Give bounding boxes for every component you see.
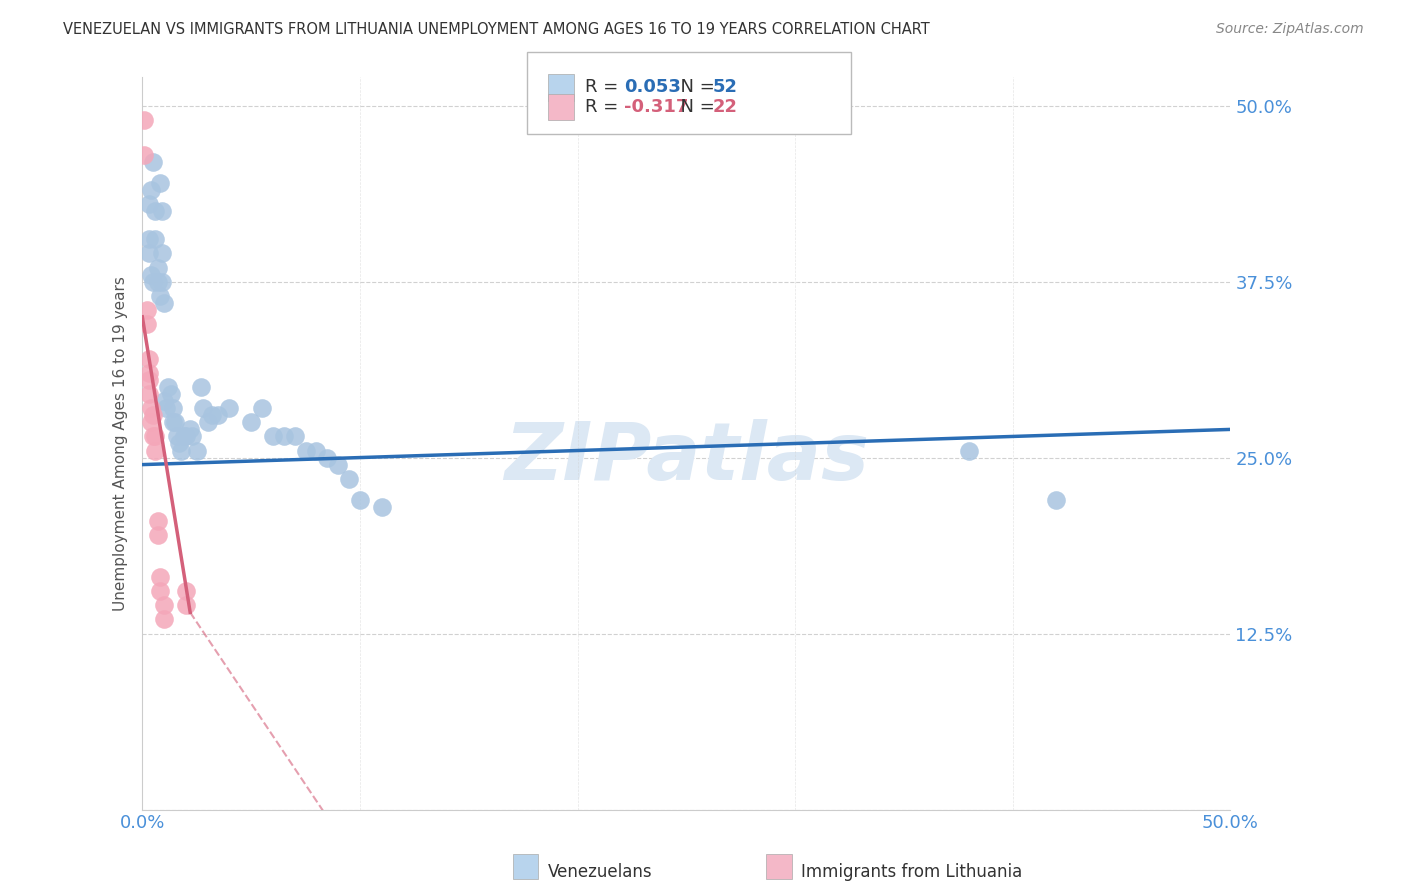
Point xyxy=(138,366,160,380)
Point xyxy=(145,429,167,443)
Point xyxy=(328,458,350,472)
Point xyxy=(349,492,371,507)
Point xyxy=(146,275,169,289)
Point xyxy=(316,450,339,465)
Point xyxy=(142,409,165,423)
Point xyxy=(153,394,176,409)
Point xyxy=(174,599,197,613)
Point xyxy=(142,275,165,289)
Point xyxy=(273,429,295,443)
Point xyxy=(150,204,173,219)
Point xyxy=(139,183,162,197)
Point xyxy=(142,429,165,443)
Point xyxy=(174,429,197,443)
Point xyxy=(153,295,176,310)
Point xyxy=(190,380,212,394)
Point xyxy=(145,204,167,219)
Point xyxy=(262,429,284,443)
Point xyxy=(134,112,156,127)
Point xyxy=(193,401,215,416)
Point xyxy=(138,246,160,260)
Point xyxy=(163,416,186,430)
Point xyxy=(186,443,208,458)
Point xyxy=(139,268,162,282)
Point xyxy=(145,443,167,458)
Point xyxy=(138,232,160,246)
Point xyxy=(305,443,328,458)
Point xyxy=(150,246,173,260)
Point xyxy=(166,429,188,443)
Point xyxy=(162,416,184,430)
Text: Venezuelans: Venezuelans xyxy=(548,863,652,881)
Point xyxy=(169,436,191,450)
Point xyxy=(173,429,195,443)
Point xyxy=(153,612,176,626)
Text: VENEZUELAN VS IMMIGRANTS FROM LITHUANIA UNEMPLOYMENT AMONG AGES 16 TO 19 YEARS C: VENEZUELAN VS IMMIGRANTS FROM LITHUANIA … xyxy=(63,22,929,37)
Point xyxy=(153,599,176,613)
Point xyxy=(138,351,160,366)
Point xyxy=(146,260,169,275)
Point xyxy=(370,500,392,514)
Point xyxy=(146,514,169,528)
Text: Source: ZipAtlas.com: Source: ZipAtlas.com xyxy=(1216,22,1364,37)
Point xyxy=(155,401,177,416)
Point xyxy=(149,570,172,584)
Text: 0.053: 0.053 xyxy=(624,78,681,96)
Point xyxy=(159,387,181,401)
Point xyxy=(135,317,157,331)
Text: 52: 52 xyxy=(713,78,738,96)
Point xyxy=(139,401,162,416)
Text: 22: 22 xyxy=(713,98,738,116)
Point xyxy=(197,416,219,430)
Text: -0.317: -0.317 xyxy=(624,98,689,116)
Point xyxy=(149,288,172,302)
Point xyxy=(149,584,172,599)
Point xyxy=(142,155,165,169)
Text: R =: R = xyxy=(585,78,624,96)
Point xyxy=(138,197,160,211)
Text: N =: N = xyxy=(669,78,721,96)
Point xyxy=(150,275,173,289)
Point xyxy=(337,472,360,486)
Point xyxy=(135,302,157,317)
Y-axis label: Unemployment Among Ages 16 to 19 years: Unemployment Among Ages 16 to 19 years xyxy=(114,276,128,611)
Point xyxy=(162,401,184,416)
Point xyxy=(284,429,307,443)
Point xyxy=(138,387,160,401)
Point xyxy=(1045,492,1067,507)
Text: N =: N = xyxy=(669,98,721,116)
Point xyxy=(179,422,201,436)
Text: ZIPatlas: ZIPatlas xyxy=(503,419,869,497)
Point xyxy=(240,416,263,430)
Point xyxy=(957,443,980,458)
Point xyxy=(134,148,156,162)
Point xyxy=(207,409,229,423)
Point xyxy=(139,416,162,430)
Point xyxy=(218,401,240,416)
Point xyxy=(174,584,197,599)
Point xyxy=(157,380,180,394)
Point xyxy=(146,528,169,542)
Text: R =: R = xyxy=(585,98,624,116)
Point xyxy=(250,401,273,416)
Text: Immigrants from Lithuania: Immigrants from Lithuania xyxy=(801,863,1022,881)
Point xyxy=(294,443,316,458)
Point xyxy=(145,232,167,246)
Point xyxy=(181,429,204,443)
Point xyxy=(170,443,193,458)
Point xyxy=(201,409,224,423)
Point xyxy=(138,373,160,387)
Point xyxy=(149,176,172,190)
